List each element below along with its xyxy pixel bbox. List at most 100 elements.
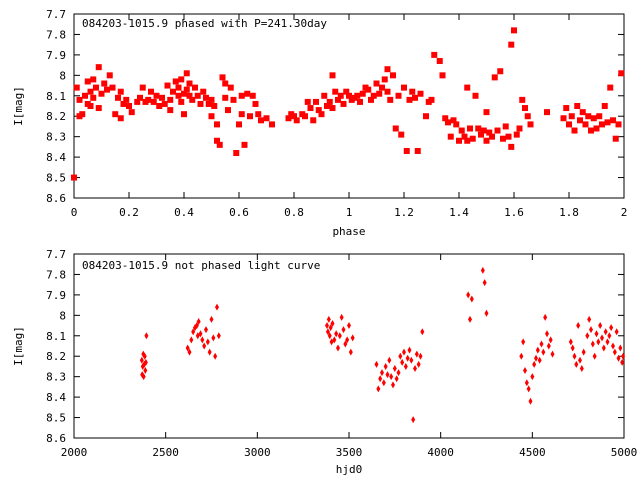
data-point (453, 121, 460, 128)
data-point (571, 127, 578, 134)
data-point (183, 70, 190, 77)
data-point (610, 117, 616, 124)
data-point (447, 133, 454, 140)
data-point (123, 96, 130, 103)
data-point (115, 94, 121, 101)
data-point (216, 332, 221, 340)
data-point (238, 92, 245, 99)
data-point (611, 342, 615, 350)
data-point (376, 90, 383, 97)
data-point (313, 98, 319, 105)
data-point (414, 350, 419, 358)
data-point (475, 125, 482, 132)
data-point (178, 98, 185, 105)
data-point (230, 96, 237, 103)
data-point (90, 76, 97, 83)
data-point (464, 137, 471, 144)
data-point (178, 76, 185, 83)
data-point (189, 336, 194, 344)
data-point (233, 150, 240, 157)
data-point (244, 90, 251, 97)
y-tick-label: 8.4 (46, 151, 66, 164)
data-point (604, 119, 611, 126)
data-point (263, 115, 270, 122)
data-point (197, 100, 204, 107)
y-tick-label: 8.6 (46, 192, 66, 205)
data-point (468, 315, 472, 323)
data-point (483, 109, 490, 116)
data-point (570, 344, 575, 352)
x-tick-label: 3500 (336, 446, 363, 459)
data-point (310, 117, 317, 124)
data-point (566, 121, 572, 128)
y-tick-label: 7.8 (46, 268, 66, 281)
data-point (414, 147, 421, 154)
unphased-light-curve-chart: 2000 2500 3000 3500 4000 4500 5000 7.7 7.8 7.9 8 8.… (12, 248, 637, 476)
data-point (101, 80, 108, 87)
x-axis-label: hjd0 (336, 463, 363, 476)
data-point (601, 103, 608, 109)
phased-light-curve-chart: 0 0.2 0.4 0.6 0.8 1 1.2 1.4 1.6 1.8 2 7.7 7.8 7.9 8 8.1… (12, 8, 627, 238)
data-point (329, 72, 336, 79)
data-point (390, 72, 396, 79)
data-point (343, 340, 348, 348)
data-point (486, 129, 493, 136)
data-point (392, 364, 397, 372)
data-point (418, 352, 423, 360)
data-point (391, 381, 395, 389)
data-point (384, 88, 391, 95)
data-point (359, 90, 366, 97)
data-point (205, 100, 212, 107)
data-point (607, 84, 614, 91)
data-point (530, 373, 535, 381)
data-point (139, 356, 144, 364)
data-point (252, 100, 259, 107)
data-point (326, 315, 331, 323)
data-point (95, 105, 102, 112)
data-point (347, 322, 351, 330)
data-point (560, 115, 567, 122)
x-tick-label: 0.6 (229, 206, 249, 219)
data-point (236, 121, 242, 128)
data-point (318, 111, 325, 118)
data-point (563, 105, 570, 112)
data-point (505, 133, 512, 140)
data-point (76, 96, 83, 103)
data-point (181, 111, 187, 118)
data-point (241, 141, 248, 148)
data-point (579, 109, 586, 116)
data-point (307, 105, 314, 112)
y-tick-label: 8.5 (46, 412, 66, 425)
data-point (403, 147, 410, 154)
data-point (484, 309, 489, 317)
data-point (524, 113, 531, 120)
data-point (534, 354, 538, 362)
data-point (350, 334, 355, 342)
data-point (621, 352, 626, 360)
y-tick-label: 7.8 (46, 28, 66, 41)
x-tick-label: 1.6 (504, 206, 524, 219)
data-point (618, 70, 625, 77)
data-point (332, 88, 339, 95)
data-point (590, 115, 597, 122)
data-point (577, 117, 583, 124)
data-point (161, 100, 168, 107)
data-point (436, 58, 443, 65)
data-point (395, 92, 402, 99)
y-tick-label: 8.1 (46, 330, 66, 343)
data-point (156, 103, 163, 109)
data-point (87, 103, 94, 109)
data-point (603, 328, 608, 336)
x-tick-label: 1.4 (449, 206, 469, 219)
data-point (216, 141, 223, 148)
data-point (587, 315, 592, 323)
data-point (472, 92, 479, 99)
data-point (194, 92, 201, 99)
data-point (164, 82, 171, 89)
x-tick-label: 3000 (244, 446, 271, 459)
data-point (398, 131, 405, 138)
data-point (238, 111, 245, 118)
data-point (214, 137, 220, 144)
data-point (175, 84, 182, 91)
data-point (620, 358, 625, 366)
